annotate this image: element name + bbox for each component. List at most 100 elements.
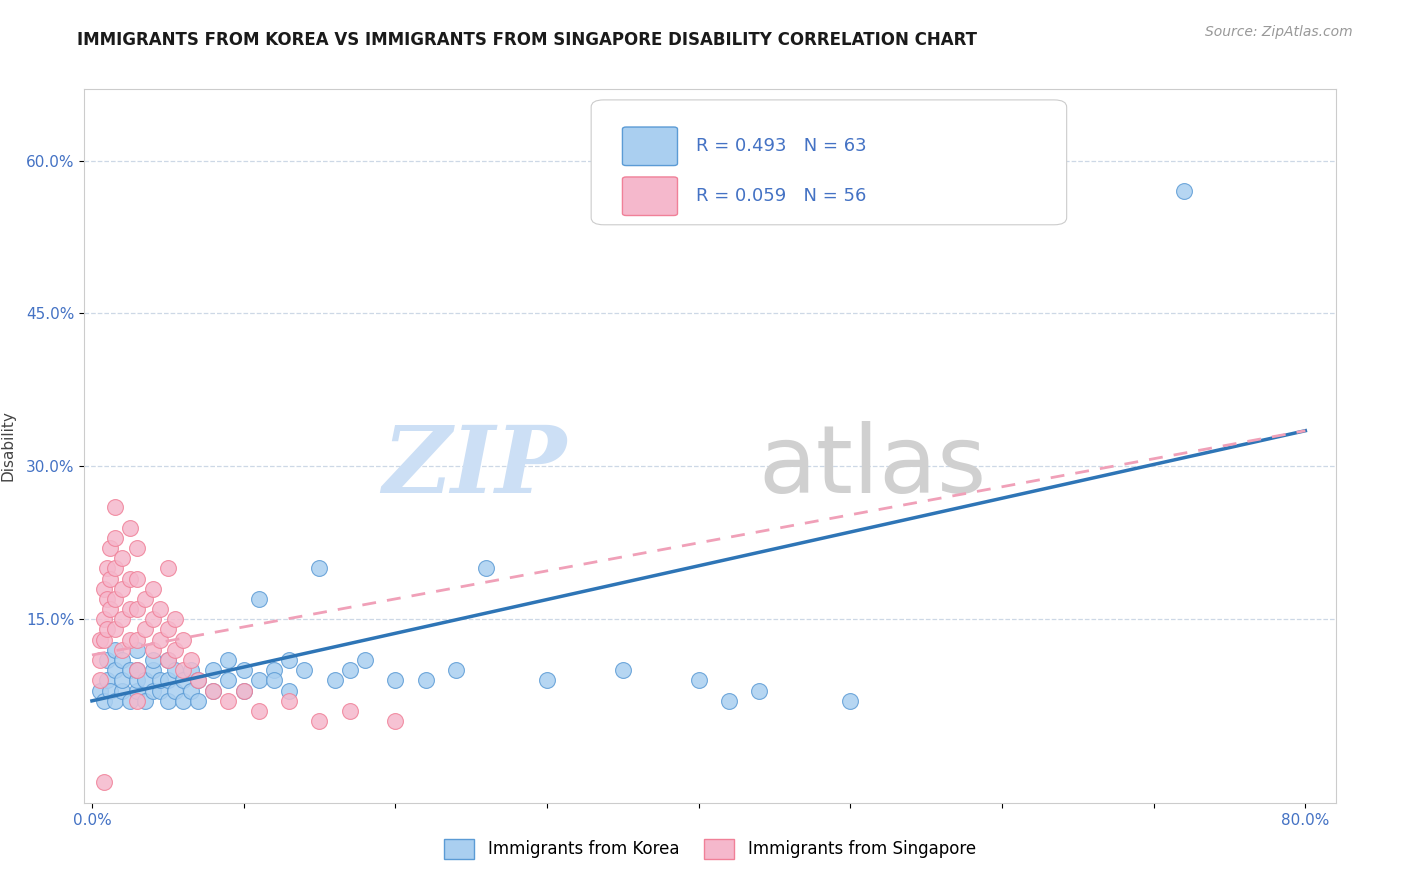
FancyBboxPatch shape (623, 177, 678, 216)
Point (247, 704, 270, 718)
Point (278, 683, 301, 698)
Point (172, 694, 194, 708)
Point (308, 561, 330, 575)
Point (104, 694, 127, 708)
Point (134, 591, 156, 606)
Point (354, 653, 377, 667)
Point (127, 643, 149, 657)
Point (111, 612, 134, 626)
Point (127, 572, 149, 586)
Point (118, 520, 141, 534)
Point (149, 683, 172, 698)
Point (149, 602, 172, 616)
Point (127, 663, 149, 677)
Point (142, 612, 165, 626)
Point (127, 602, 149, 616)
Point (142, 643, 165, 657)
Point (232, 663, 254, 677)
Point (202, 663, 225, 677)
Point (118, 632, 141, 647)
Point (98, 683, 121, 698)
Point (111, 582, 134, 596)
Point (104, 500, 127, 515)
Point (415, 673, 437, 688)
Point (149, 632, 172, 647)
Point (104, 561, 127, 575)
Point (89, 653, 111, 667)
Point (247, 591, 270, 606)
Point (217, 653, 239, 667)
Point (247, 673, 270, 688)
Point (688, 673, 710, 688)
Point (202, 683, 225, 698)
Point (134, 623, 156, 637)
Point (165, 683, 187, 698)
Point (104, 623, 127, 637)
Point (292, 663, 315, 677)
Point (89, 683, 111, 698)
Point (156, 623, 179, 637)
Point (89, 632, 111, 647)
Point (118, 602, 141, 616)
Point (98, 541, 121, 555)
Point (172, 632, 194, 647)
Point (156, 653, 179, 667)
Point (156, 561, 179, 575)
Point (104, 663, 127, 677)
Point (127, 683, 149, 698)
FancyBboxPatch shape (591, 100, 1067, 225)
Point (165, 663, 187, 677)
Point (156, 653, 179, 667)
Point (278, 694, 301, 708)
Point (93, 582, 115, 596)
Point (104, 591, 127, 606)
Point (127, 673, 149, 688)
Point (384, 673, 406, 688)
Point (142, 683, 165, 698)
Point (111, 551, 134, 566)
Point (134, 694, 156, 708)
Point (118, 663, 141, 677)
Point (187, 694, 209, 708)
Point (89, 673, 111, 688)
Point (217, 694, 239, 708)
Point (149, 673, 172, 688)
Point (98, 602, 121, 616)
Point (98, 572, 121, 586)
Point (96, 673, 118, 688)
Point (111, 653, 134, 667)
Point (93, 632, 115, 647)
Legend: Immigrants from Korea, Immigrants from Singapore: Immigrants from Korea, Immigrants from S… (437, 832, 983, 866)
Point (202, 683, 225, 698)
Point (323, 673, 346, 688)
Point (217, 673, 239, 688)
Text: IMMIGRANTS FROM KOREA VS IMMIGRANTS FROM SINGAPORE DISABILITY CORRELATION CHART: IMMIGRANTS FROM KOREA VS IMMIGRANTS FROM… (77, 31, 977, 49)
Point (111, 683, 134, 698)
Point (187, 673, 209, 688)
Point (165, 643, 187, 657)
Point (444, 663, 467, 677)
Point (180, 663, 202, 677)
Point (263, 663, 285, 677)
Point (232, 683, 254, 698)
Point (308, 714, 330, 729)
Point (384, 714, 406, 729)
Point (172, 673, 194, 688)
Point (104, 643, 127, 657)
Point (96, 623, 118, 637)
Text: atlas: atlas (759, 421, 987, 514)
Point (127, 694, 149, 708)
Text: R = 0.493   N = 63: R = 0.493 N = 63 (696, 137, 868, 155)
Point (142, 663, 165, 677)
Point (111, 673, 134, 688)
Point (96, 653, 118, 667)
Point (104, 531, 127, 545)
Point (111, 643, 134, 657)
Point (93, 612, 115, 626)
Point (278, 653, 301, 667)
Point (263, 673, 285, 688)
Text: Source: ZipAtlas.com: Source: ZipAtlas.com (1205, 25, 1353, 39)
Point (96, 591, 118, 606)
Point (339, 663, 361, 677)
Point (156, 694, 179, 708)
